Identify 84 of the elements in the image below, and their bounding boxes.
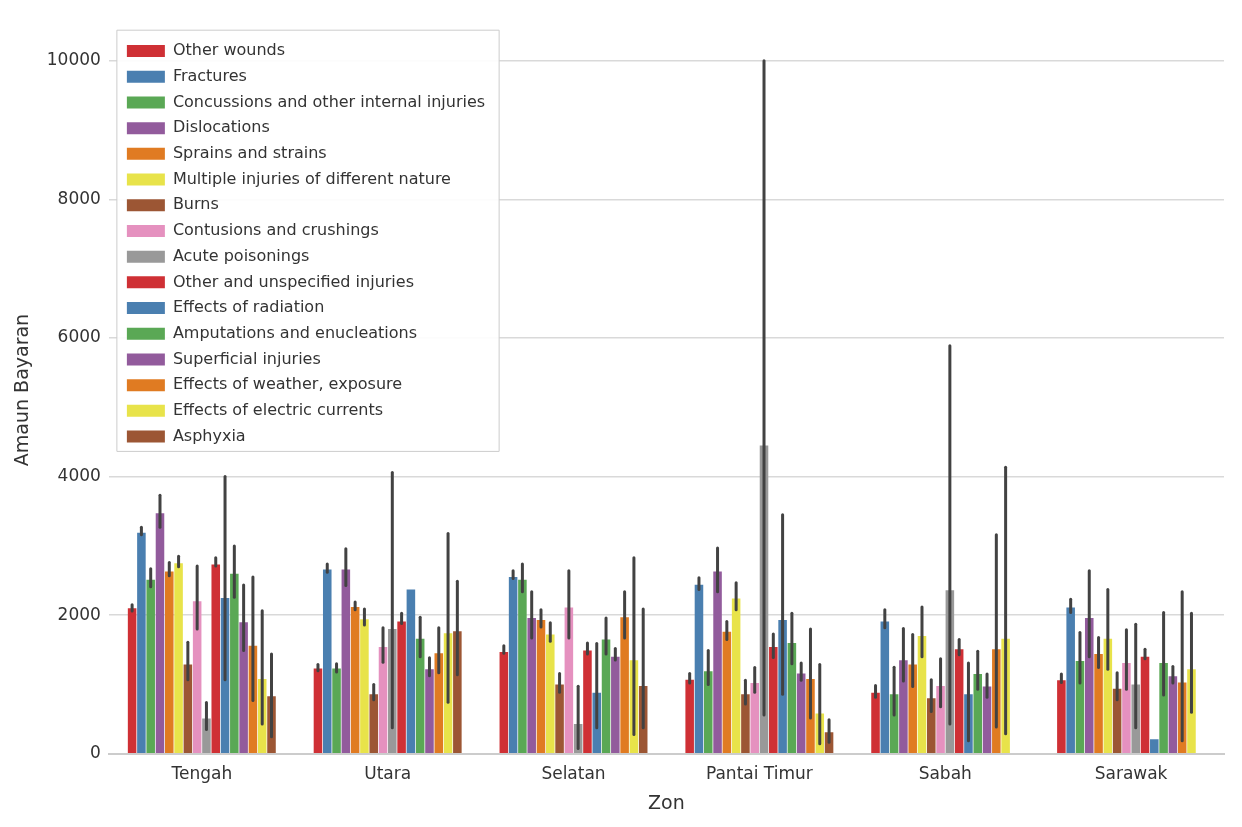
legend-label: Effects of electric currents [172, 400, 384, 420]
legend-label: Effects of weather, exposure [172, 374, 403, 394]
bar [908, 664, 917, 754]
bar [722, 631, 732, 754]
bar [341, 569, 351, 754]
y-axis-title: Amaun Bayaran [10, 313, 33, 467]
bar [536, 620, 546, 754]
y-tick-label: 6000 [57, 326, 101, 347]
bar [1140, 656, 1150, 754]
bar [1057, 680, 1066, 754]
bar [1066, 607, 1075, 754]
legend-label: Effects of radiation [172, 297, 325, 317]
bar [703, 671, 713, 754]
x-tick-label: Utara [364, 763, 412, 784]
bar [796, 673, 806, 754]
bar [174, 563, 183, 754]
x-tick-label: Selatan [541, 763, 606, 784]
bar [155, 513, 165, 754]
y-tick-label: 0 [90, 742, 101, 763]
bar [741, 694, 750, 754]
bar [954, 649, 964, 754]
x-tick-label: Pantai Timur [705, 763, 813, 784]
bar [694, 584, 704, 754]
bar [369, 694, 378, 754]
bar [555, 684, 564, 754]
bar [406, 589, 416, 754]
y-tick-label: 10000 [46, 49, 101, 70]
bar [713, 571, 722, 754]
bar [360, 619, 369, 754]
bar [397, 621, 406, 754]
legend-label: Amputations and enucleations [172, 322, 418, 342]
bar [350, 606, 360, 754]
bar [137, 532, 146, 754]
bar [1122, 663, 1131, 754]
legend-label: Acute poisonings [172, 245, 310, 265]
bar [1150, 739, 1159, 754]
bar [620, 617, 629, 754]
legend-label: Fractures [172, 65, 247, 85]
x-tick-label: Tengah [170, 763, 233, 784]
legend-label: Asphyxia [172, 425, 246, 445]
bar [546, 634, 555, 754]
bar [899, 660, 908, 754]
bar [332, 668, 341, 754]
bar [731, 598, 741, 754]
legend-label: Multiple injuries of different nature [172, 168, 451, 188]
x-tick-label: Sarawak [1094, 763, 1168, 784]
bar [880, 621, 890, 754]
legend-label: Concussions and other internal injuries [172, 91, 486, 111]
legend-label: Sprains and strains [172, 143, 327, 163]
legend-label: Superficial injuries [172, 348, 321, 368]
bar [499, 651, 509, 754]
bar [769, 647, 778, 754]
bar [685, 679, 694, 754]
bar [313, 668, 323, 754]
bar [927, 698, 936, 754]
legend-label: Burns [172, 194, 219, 214]
bar [239, 622, 248, 754]
bar [973, 674, 983, 754]
bar [1168, 676, 1178, 754]
bar [322, 569, 332, 754]
legend-label: Contusions and crushings [172, 220, 379, 240]
bar [425, 669, 434, 754]
bar [1094, 654, 1103, 754]
legend-label: Other wounds [172, 40, 286, 60]
bar [611, 656, 620, 754]
bar [211, 564, 221, 754]
bar [230, 573, 239, 754]
bar [165, 571, 174, 754]
y-tick-label: 8000 [57, 187, 101, 208]
x-axis-title: Zon [648, 790, 685, 813]
bar [527, 617, 536, 754]
bar [518, 579, 527, 754]
bar [146, 579, 155, 754]
bar [508, 577, 518, 754]
legend-label: Dislocations [172, 117, 270, 137]
bar [583, 650, 592, 754]
y-tick-label: 2000 [57, 603, 101, 624]
bar [434, 653, 444, 754]
bar [750, 683, 759, 754]
bar [871, 692, 880, 754]
legend-label: Other and unspecified injuries [172, 271, 414, 291]
x-tick-label: Sabah [918, 763, 972, 784]
y-tick-label: 4000 [57, 465, 101, 486]
bar [127, 608, 137, 754]
